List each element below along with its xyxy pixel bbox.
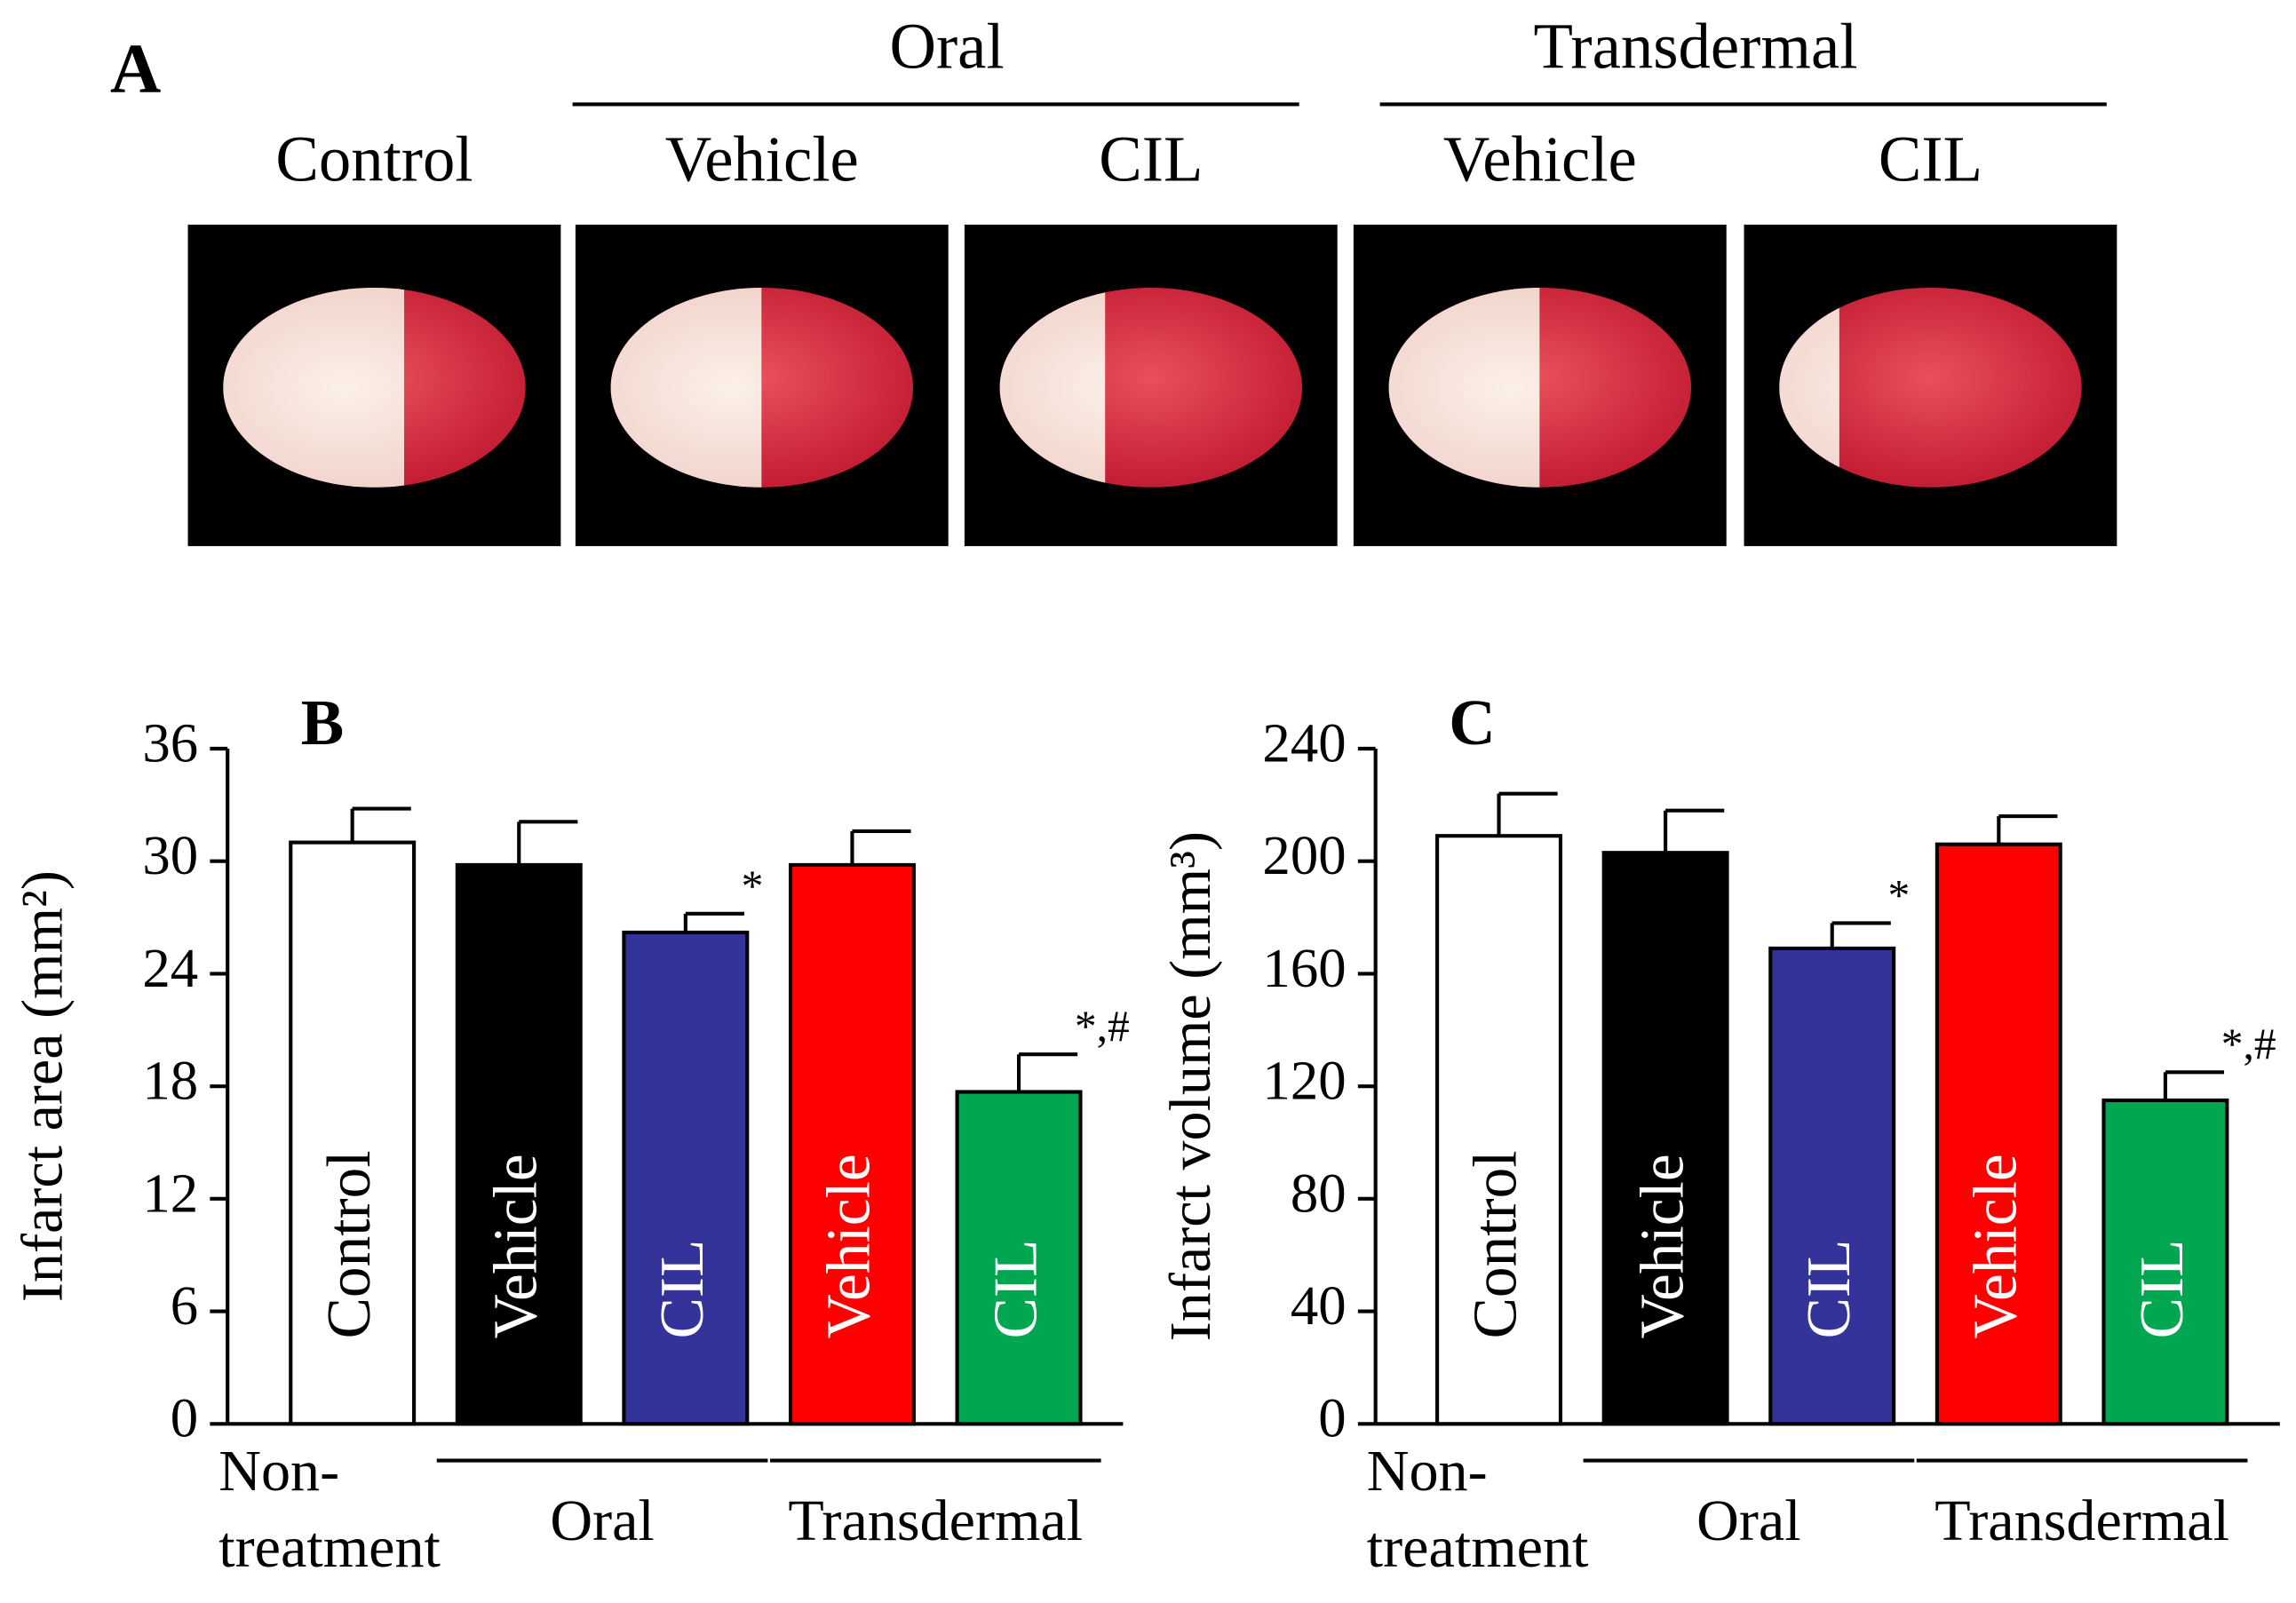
- panel-label: B: [301, 686, 345, 758]
- lesion: [999, 292, 1106, 483]
- bar-label: Vehicle: [815, 1154, 884, 1338]
- lesion: [223, 288, 405, 488]
- y-axis-label: Infarct volume (mm³): [1158, 831, 1223, 1341]
- group-label: treatment: [1367, 1515, 1589, 1580]
- photo-row: [187, 224, 2117, 546]
- y-tick-label: 0: [1318, 1387, 1346, 1449]
- bar: [788, 862, 916, 1426]
- bar-label: Control: [1462, 1150, 1530, 1338]
- bar-label: Vehicle: [481, 1154, 550, 1338]
- y-tick-label: 40: [1291, 1274, 1347, 1337]
- group-label: Non-: [218, 1439, 339, 1504]
- group-label: Transdermal: [788, 1488, 1083, 1553]
- lesion: [610, 288, 762, 488]
- y-tick-label: 18: [142, 1050, 198, 1112]
- bar-label: CIL: [1795, 1240, 1863, 1339]
- y-tick-label: 240: [1262, 711, 1346, 774]
- annotation: *,#: [1075, 1002, 1130, 1051]
- bar: [622, 930, 750, 1426]
- lesion: [1779, 307, 1839, 468]
- group-label: Transdermal: [1534, 10, 1858, 82]
- y-tick-label: 6: [171, 1274, 198, 1337]
- y-tick-label: 120: [1262, 1050, 1346, 1112]
- brain-slice: [1779, 288, 2082, 488]
- column-label: Control: [275, 123, 473, 195]
- column-label: CIL: [1099, 123, 1203, 195]
- y-tick-label: 200: [1262, 824, 1346, 886]
- group-label: Transdermal: [1935, 1488, 2229, 1553]
- bar: [1768, 946, 1896, 1426]
- y-tick-label: 80: [1291, 1162, 1347, 1224]
- annotation: *,#: [2221, 1020, 2276, 1068]
- bar-label: CIL: [2128, 1240, 2197, 1339]
- group-label: Oral: [889, 10, 1004, 82]
- bar: [1435, 834, 1563, 1426]
- annotation: *: [742, 861, 764, 910]
- y-tick-label: 24: [142, 937, 198, 999]
- bar-label: CIL: [648, 1240, 717, 1339]
- y-axis-label: Infarct area (mm²): [11, 870, 75, 1302]
- group-label: Oral: [550, 1488, 654, 1553]
- group-label: treatment: [218, 1515, 441, 1580]
- y-tick-label: 12: [142, 1162, 198, 1224]
- column-label: Vehicle: [1443, 123, 1637, 195]
- bar: [2101, 1098, 2229, 1426]
- column-label: Vehicle: [665, 123, 859, 195]
- y-tick-label: 0: [171, 1387, 198, 1449]
- panel-label: C: [1449, 686, 1496, 758]
- bar: [289, 840, 417, 1426]
- bar: [455, 862, 583, 1426]
- lesion: [1388, 288, 1540, 488]
- panel-label: A: [110, 30, 161, 108]
- bar-label: Control: [315, 1150, 384, 1338]
- group-label: Oral: [1696, 1488, 1800, 1553]
- bar: [1935, 842, 2062, 1426]
- column-label: CIL: [1879, 123, 1982, 195]
- bar: [1601, 851, 1729, 1426]
- bar-label: CIL: [981, 1240, 1050, 1339]
- annotation: *: [1888, 870, 1911, 919]
- bar-label: Vehicle: [1628, 1154, 1696, 1338]
- y-tick-label: 160: [1262, 937, 1346, 999]
- bar: [955, 1090, 1083, 1426]
- bar-label: Vehicle: [1962, 1154, 2030, 1338]
- group-label: Non-: [1367, 1439, 1488, 1504]
- y-tick-label: 30: [142, 824, 198, 886]
- y-tick-label: 36: [142, 711, 198, 774]
